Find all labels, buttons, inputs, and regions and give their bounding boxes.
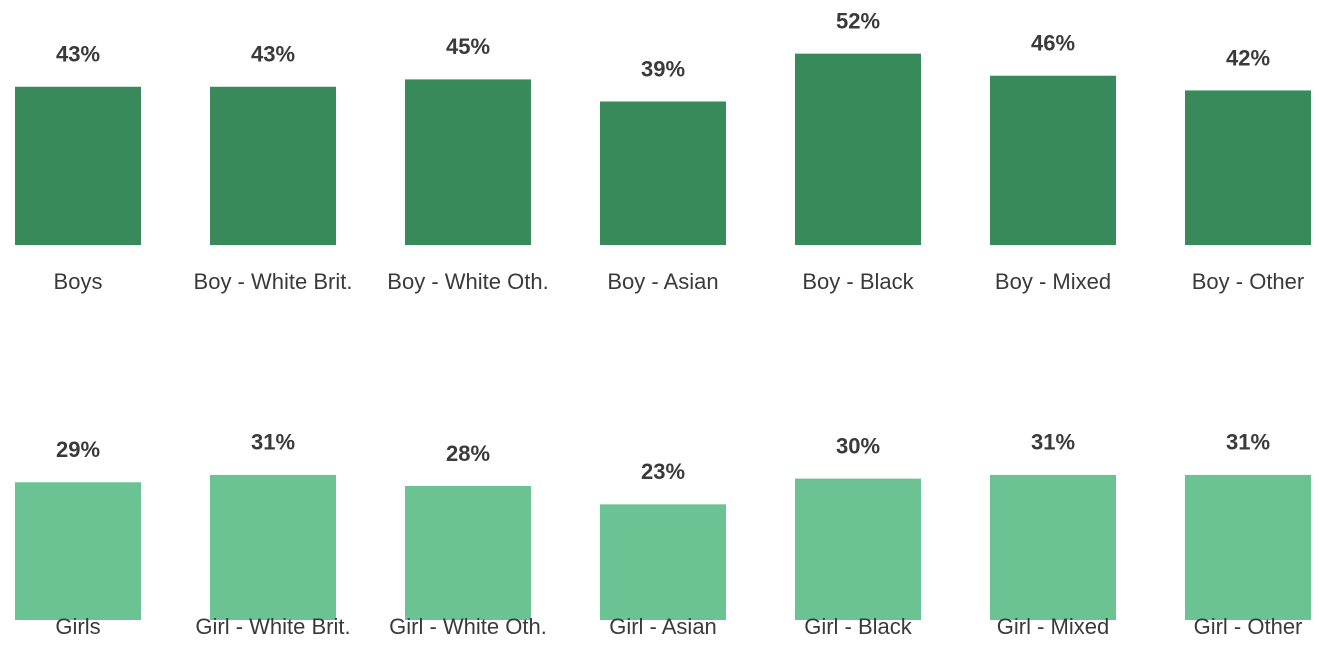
bar (210, 474, 336, 620)
bar (990, 75, 1116, 245)
category-label: Boy - White Brit. (194, 269, 353, 294)
data-label: 52% (836, 8, 880, 33)
category-label: Girl - Asian (609, 614, 717, 639)
data-label: 39% (641, 56, 685, 81)
bar (210, 86, 336, 245)
bar (990, 474, 1116, 620)
category-label: Boy - Asian (607, 269, 718, 294)
bar-panel: 43% Boys 43% Boy - White Brit. 45% Boy - Whit… (15, 8, 1311, 294)
data-label: 28% (446, 441, 490, 466)
category-label: Boy - White Oth. (387, 269, 548, 294)
data-label: 31% (1031, 430, 1075, 455)
bar (405, 485, 531, 620)
data-label: 42% (1226, 45, 1270, 70)
bar (1185, 90, 1311, 245)
data-label: 43% (56, 42, 100, 67)
category-label: Boy - Other (1192, 269, 1304, 294)
bar (405, 79, 531, 246)
bar (795, 478, 921, 620)
category-label: Girl - Other (1194, 614, 1303, 639)
bar (795, 53, 921, 245)
data-label: 29% (56, 437, 100, 462)
data-label: 46% (1031, 31, 1075, 56)
category-label: Girl - Black (804, 614, 913, 639)
bar (15, 482, 141, 620)
bar (15, 86, 141, 245)
category-label: Boys (54, 269, 103, 294)
data-label: 23% (641, 459, 685, 484)
category-label: Boy - Black (802, 269, 914, 294)
data-label: 30% (836, 433, 880, 458)
category-label: Girl - White Oth. (389, 614, 547, 639)
data-label: 31% (1226, 430, 1270, 455)
data-label: 31% (251, 430, 295, 455)
bar (600, 504, 726, 620)
category-label: Girl - White Brit. (195, 614, 350, 639)
bar-panel: 29% Girls 31% Girl - White Brit. 28% Girl - W… (15, 430, 1311, 639)
bar (600, 101, 726, 245)
bar (1185, 474, 1311, 620)
data-label: 43% (251, 42, 295, 67)
category-label: Girl - Mixed (997, 614, 1109, 639)
data-label: 45% (446, 34, 490, 59)
category-label: Girls (55, 614, 100, 639)
category-label: Boy - Mixed (995, 269, 1111, 294)
